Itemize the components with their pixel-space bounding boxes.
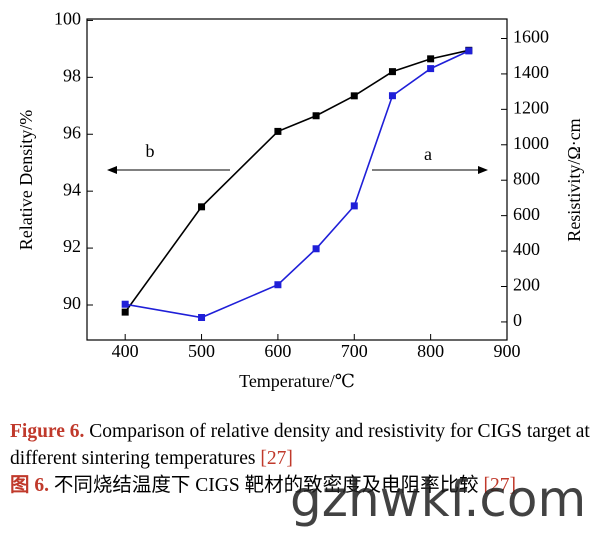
plot-frame <box>86 18 508 341</box>
point <box>121 308 129 316</box>
watermark: gzhwkf.com <box>290 470 587 528</box>
x-tick-label: 700 <box>341 341 368 361</box>
point <box>427 65 435 73</box>
annotation: b <box>146 141 155 161</box>
y2-tick-label: 400 <box>513 239 540 259</box>
point <box>350 202 358 210</box>
caption-text: Comparison of relative density and resis… <box>10 421 590 469</box>
y2-tick-label: 1400 <box>513 62 549 82</box>
point <box>312 245 320 253</box>
y-tick-label: 92 <box>63 236 81 256</box>
point <box>465 47 473 55</box>
chart: b a Temperature/℃ Relative Density/% Res… <box>16 9 584 392</box>
series-line <box>124 49 469 313</box>
point <box>427 55 435 63</box>
point <box>350 92 358 100</box>
x-tick-label: 400 <box>112 341 139 361</box>
point <box>198 203 206 211</box>
annotation: a <box>424 144 432 164</box>
y-tick-label: 90 <box>63 293 81 313</box>
y2-tick-label: 800 <box>513 168 540 188</box>
series-line <box>125 50 470 319</box>
figure-label: Figure 6. <box>10 421 85 442</box>
y2-tick-label: 1200 <box>513 97 549 117</box>
y-tick-label: 96 <box>63 122 81 142</box>
y-tick-label: 94 <box>63 179 81 199</box>
x-tick-label: 900 <box>494 341 521 361</box>
x-axis-label: Temperature/℃ <box>239 371 355 391</box>
figure-label: 图 6. <box>10 475 50 496</box>
point <box>388 68 396 76</box>
y2-tick-label: 1000 <box>513 133 549 153</box>
point <box>198 314 206 322</box>
point <box>274 281 282 289</box>
caption: Figure 6. Comparison of relative density… <box>10 418 595 499</box>
point <box>121 300 129 308</box>
point <box>388 92 396 100</box>
caption-text: 不同烧结温度下 CIGS 靶材的致密度及电阻率比较 <box>53 475 479 496</box>
y2-tick-label: 1600 <box>513 27 549 47</box>
y2-tick-label: 600 <box>513 204 540 224</box>
reference: [27] <box>483 475 516 496</box>
y2-tick-label: 0 <box>513 310 522 330</box>
y-axis-label: Relative Density/% <box>16 110 36 250</box>
point <box>312 112 320 120</box>
x-tick-label: 800 <box>417 341 444 361</box>
point <box>274 127 282 135</box>
y-tick-label: 98 <box>63 65 81 85</box>
y2-axis-label: Resistivity/Ω·cm <box>564 118 584 241</box>
y2-tick-label: 200 <box>513 275 540 295</box>
x-tick-label: 600 <box>264 341 291 361</box>
caption-zh: 图 6. 不同烧结温度下 CIGS 靶材的致密度及电阻率比较 [27] <box>10 472 595 499</box>
caption-en: Figure 6. Comparison of relative density… <box>10 418 595 472</box>
reference: [27] <box>260 448 293 469</box>
y-tick-label: 100 <box>54 9 81 29</box>
x-tick-label: 500 <box>188 341 215 361</box>
